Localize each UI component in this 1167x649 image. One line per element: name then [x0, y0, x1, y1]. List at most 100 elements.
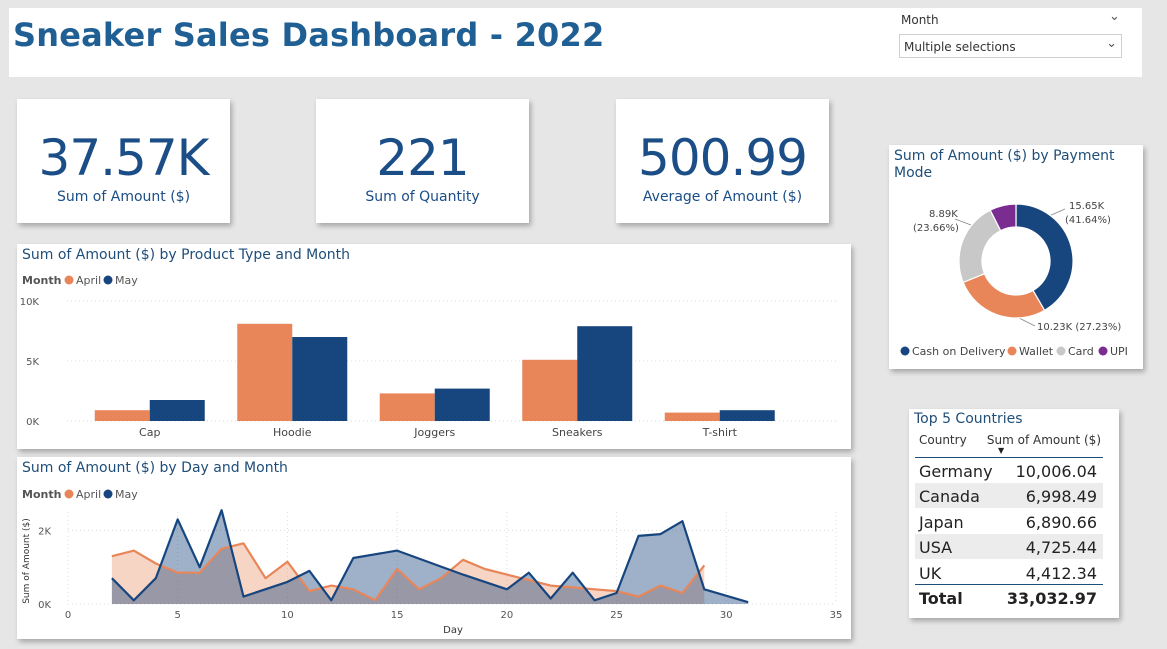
product-month-bar-chart[interactable]: Sum of Amount ($) by Product Type and Mo… — [17, 244, 851, 449]
chart-title: Sum of Amount ($) by Product Type and Mo… — [22, 247, 351, 263]
data-label-cod-value: 15.65K — [1069, 201, 1105, 212]
bar-may-joggers[interactable] — [434, 388, 490, 421]
table-row[interactable]: UK 4,412.34 — [915, 560, 1103, 585]
chevron-down-icon[interactable]: ⌄ — [1106, 36, 1117, 51]
bar-chart-canvas: Month April May 0K 5K 10K Cap Hoodie Joggers S… — [20, 274, 837, 439]
legend-may-label[interactable]: May — [115, 488, 138, 501]
table-row[interactable]: Canada 6,998.49 — [915, 483, 1103, 508]
legend-upi-marker — [1098, 346, 1108, 356]
kpi-value: 37.57K — [38, 129, 210, 187]
slicer-collapse-chevron-icon[interactable]: ⌄ — [1109, 9, 1120, 24]
legend-april-label[interactable]: April — [76, 488, 101, 501]
bar-may-sneakers[interactable] — [577, 326, 633, 421]
y-tick-label: 2K — [38, 526, 51, 537]
kpi-card-average-amount[interactable]: 500.99 Average of Amount ($) — [616, 99, 829, 223]
x-tick-label: 20 — [500, 610, 513, 621]
table-title: Top 5 Countries — [914, 411, 1023, 427]
x-tick-label: Hoodie — [273, 426, 312, 439]
legend-april-marker — [64, 489, 74, 499]
dashboard-title: Sneaker Sales Dashboard - 2022 — [13, 16, 605, 54]
month-slicer-label: Month — [901, 13, 939, 27]
line-april[interactable] — [111, 542, 706, 602]
cell-country: Japan — [919, 513, 964, 532]
y-tick-label: 10K — [20, 297, 40, 308]
kpi-card-sum-amount[interactable]: 37.57K Sum of Amount ($) — [17, 99, 230, 223]
donut-slice-wallet[interactable] — [962, 272, 1046, 319]
x-tick-label: T-shirt — [702, 426, 738, 439]
header-bar: Sneaker Sales Dashboard - 2022 Month ⌄ M… — [9, 8, 1142, 77]
donut-slice-cash-on-delivery[interactable] — [1015, 203, 1074, 312]
bar-may-t-shirt[interactable] — [719, 410, 775, 421]
bar-may-cap[interactable] — [149, 400, 205, 421]
table-total-row: Total 33,032.97 — [915, 586, 1103, 612]
legend-wallet-marker — [1007, 346, 1017, 356]
bar-april-hoodie[interactable] — [237, 323, 293, 421]
column-header-amount[interactable]: Sum of Amount ($) — [986, 433, 1101, 447]
day-month-area-chart[interactable]: Sum of Amount ($) by Day and Month Month… — [17, 457, 851, 639]
payment-mode-donut-chart[interactable]: Sum of Amount ($) by Payment Mode 15.65K… — [889, 145, 1143, 369]
top-countries-table[interactable]: Top 5 Countries Country Sum of Amount ($… — [909, 409, 1119, 618]
kpi-card-sum-quantity[interactable]: 221 Sum of Quantity — [316, 99, 529, 223]
legend-april-marker — [64, 275, 74, 285]
donut-slice-upi[interactable] — [989, 203, 1017, 232]
x-tick-label: 5 — [175, 610, 181, 621]
cell-country: Germany — [919, 462, 993, 481]
legend-card-marker — [1056, 346, 1066, 356]
x-tick-label: Sneakers — [552, 426, 603, 439]
y-tick-label: 0K — [38, 600, 51, 611]
x-tick-label: 30 — [720, 610, 733, 621]
x-tick-label: 0 — [65, 610, 71, 621]
cell-amount: 6,890.66 — [1025, 513, 1097, 532]
legend-upi-label[interactable]: UPI — [1110, 345, 1128, 358]
y-tick-label: 5K — [26, 357, 39, 368]
cell-amount: 4,412.34 — [1025, 564, 1097, 583]
kpi-label: Sum of Amount ($) — [56, 189, 191, 205]
area-fill-april — [111, 543, 705, 604]
legend-may-marker — [103, 275, 113, 285]
column-header-country[interactable]: Country — [919, 433, 967, 447]
legend-may-label[interactable]: May — [115, 274, 138, 287]
legend-card-label[interactable]: Card — [1068, 345, 1094, 358]
leader-line-cod — [1048, 208, 1066, 217]
legend-april-label[interactable]: April — [76, 274, 101, 287]
cell-country: USA — [919, 538, 953, 557]
bar-april-cap[interactable] — [94, 410, 150, 421]
donut-slice-card[interactable] — [958, 209, 1002, 284]
line-may[interactable] — [111, 509, 749, 604]
legend-may-marker — [103, 489, 113, 499]
donut-chart-canvas: 15.65K (41.64%) 10.23K (27.23%) 8.89K (2… — [900, 201, 1128, 358]
chart-title: Sum of Amount ($) by Payment Mode — [894, 148, 1115, 181]
month-slicer-value: Multiple selections — [904, 40, 1016, 54]
bar-april-sneakers[interactable] — [522, 359, 578, 421]
month-slicer-dropdown[interactable]: Multiple selections ⌄ — [899, 34, 1122, 58]
bar-april-joggers[interactable] — [379, 393, 435, 421]
total-amount: 33,032.97 — [1006, 589, 1097, 608]
kpi-label: Average of Amount ($) — [642, 189, 803, 205]
table-row[interactable]: Japan 6,890.66 — [915, 509, 1103, 534]
bar-may-hoodie[interactable] — [292, 337, 348, 421]
data-label-wallet: 10.23K (27.23%) — [1037, 322, 1121, 333]
x-tick-label: 10 — [281, 610, 294, 621]
x-tick-label: 35 — [830, 610, 843, 621]
x-tick-label: Cap — [139, 426, 160, 439]
bar-april-t-shirt[interactable] — [664, 412, 720, 421]
sort-descending-icon[interactable]: ▼ — [998, 446, 1005, 455]
area-fill-may — [111, 510, 749, 604]
x-tick-label: 15 — [391, 610, 404, 621]
y-axis-title: Sum of Amount ($) — [22, 518, 32, 604]
x-axis-title: Day — [443, 625, 463, 636]
cell-country: Canada — [919, 487, 980, 506]
x-tick-label: Joggers — [413, 426, 455, 439]
kpi-value: 221 — [376, 129, 469, 187]
legend-cod-marker — [900, 346, 910, 356]
table-row[interactable]: USA 4,725.44 — [915, 534, 1103, 559]
kpi-value: 500.99 — [638, 129, 808, 187]
legend-cod-label[interactable]: Cash on Delivery — [912, 345, 1006, 358]
data-label-cod-pct: (41.64%) — [1065, 215, 1111, 226]
data-label-card-pct: (23.66%) — [913, 223, 959, 234]
data-label-card-value: 8.89K — [929, 209, 958, 220]
legend-title: Month — [22, 274, 61, 287]
cell-amount: 6,998.49 — [1025, 487, 1097, 506]
legend-wallet-label[interactable]: Wallet — [1019, 345, 1054, 358]
table-row[interactable]: Germany 10,006.04 — [915, 458, 1103, 483]
